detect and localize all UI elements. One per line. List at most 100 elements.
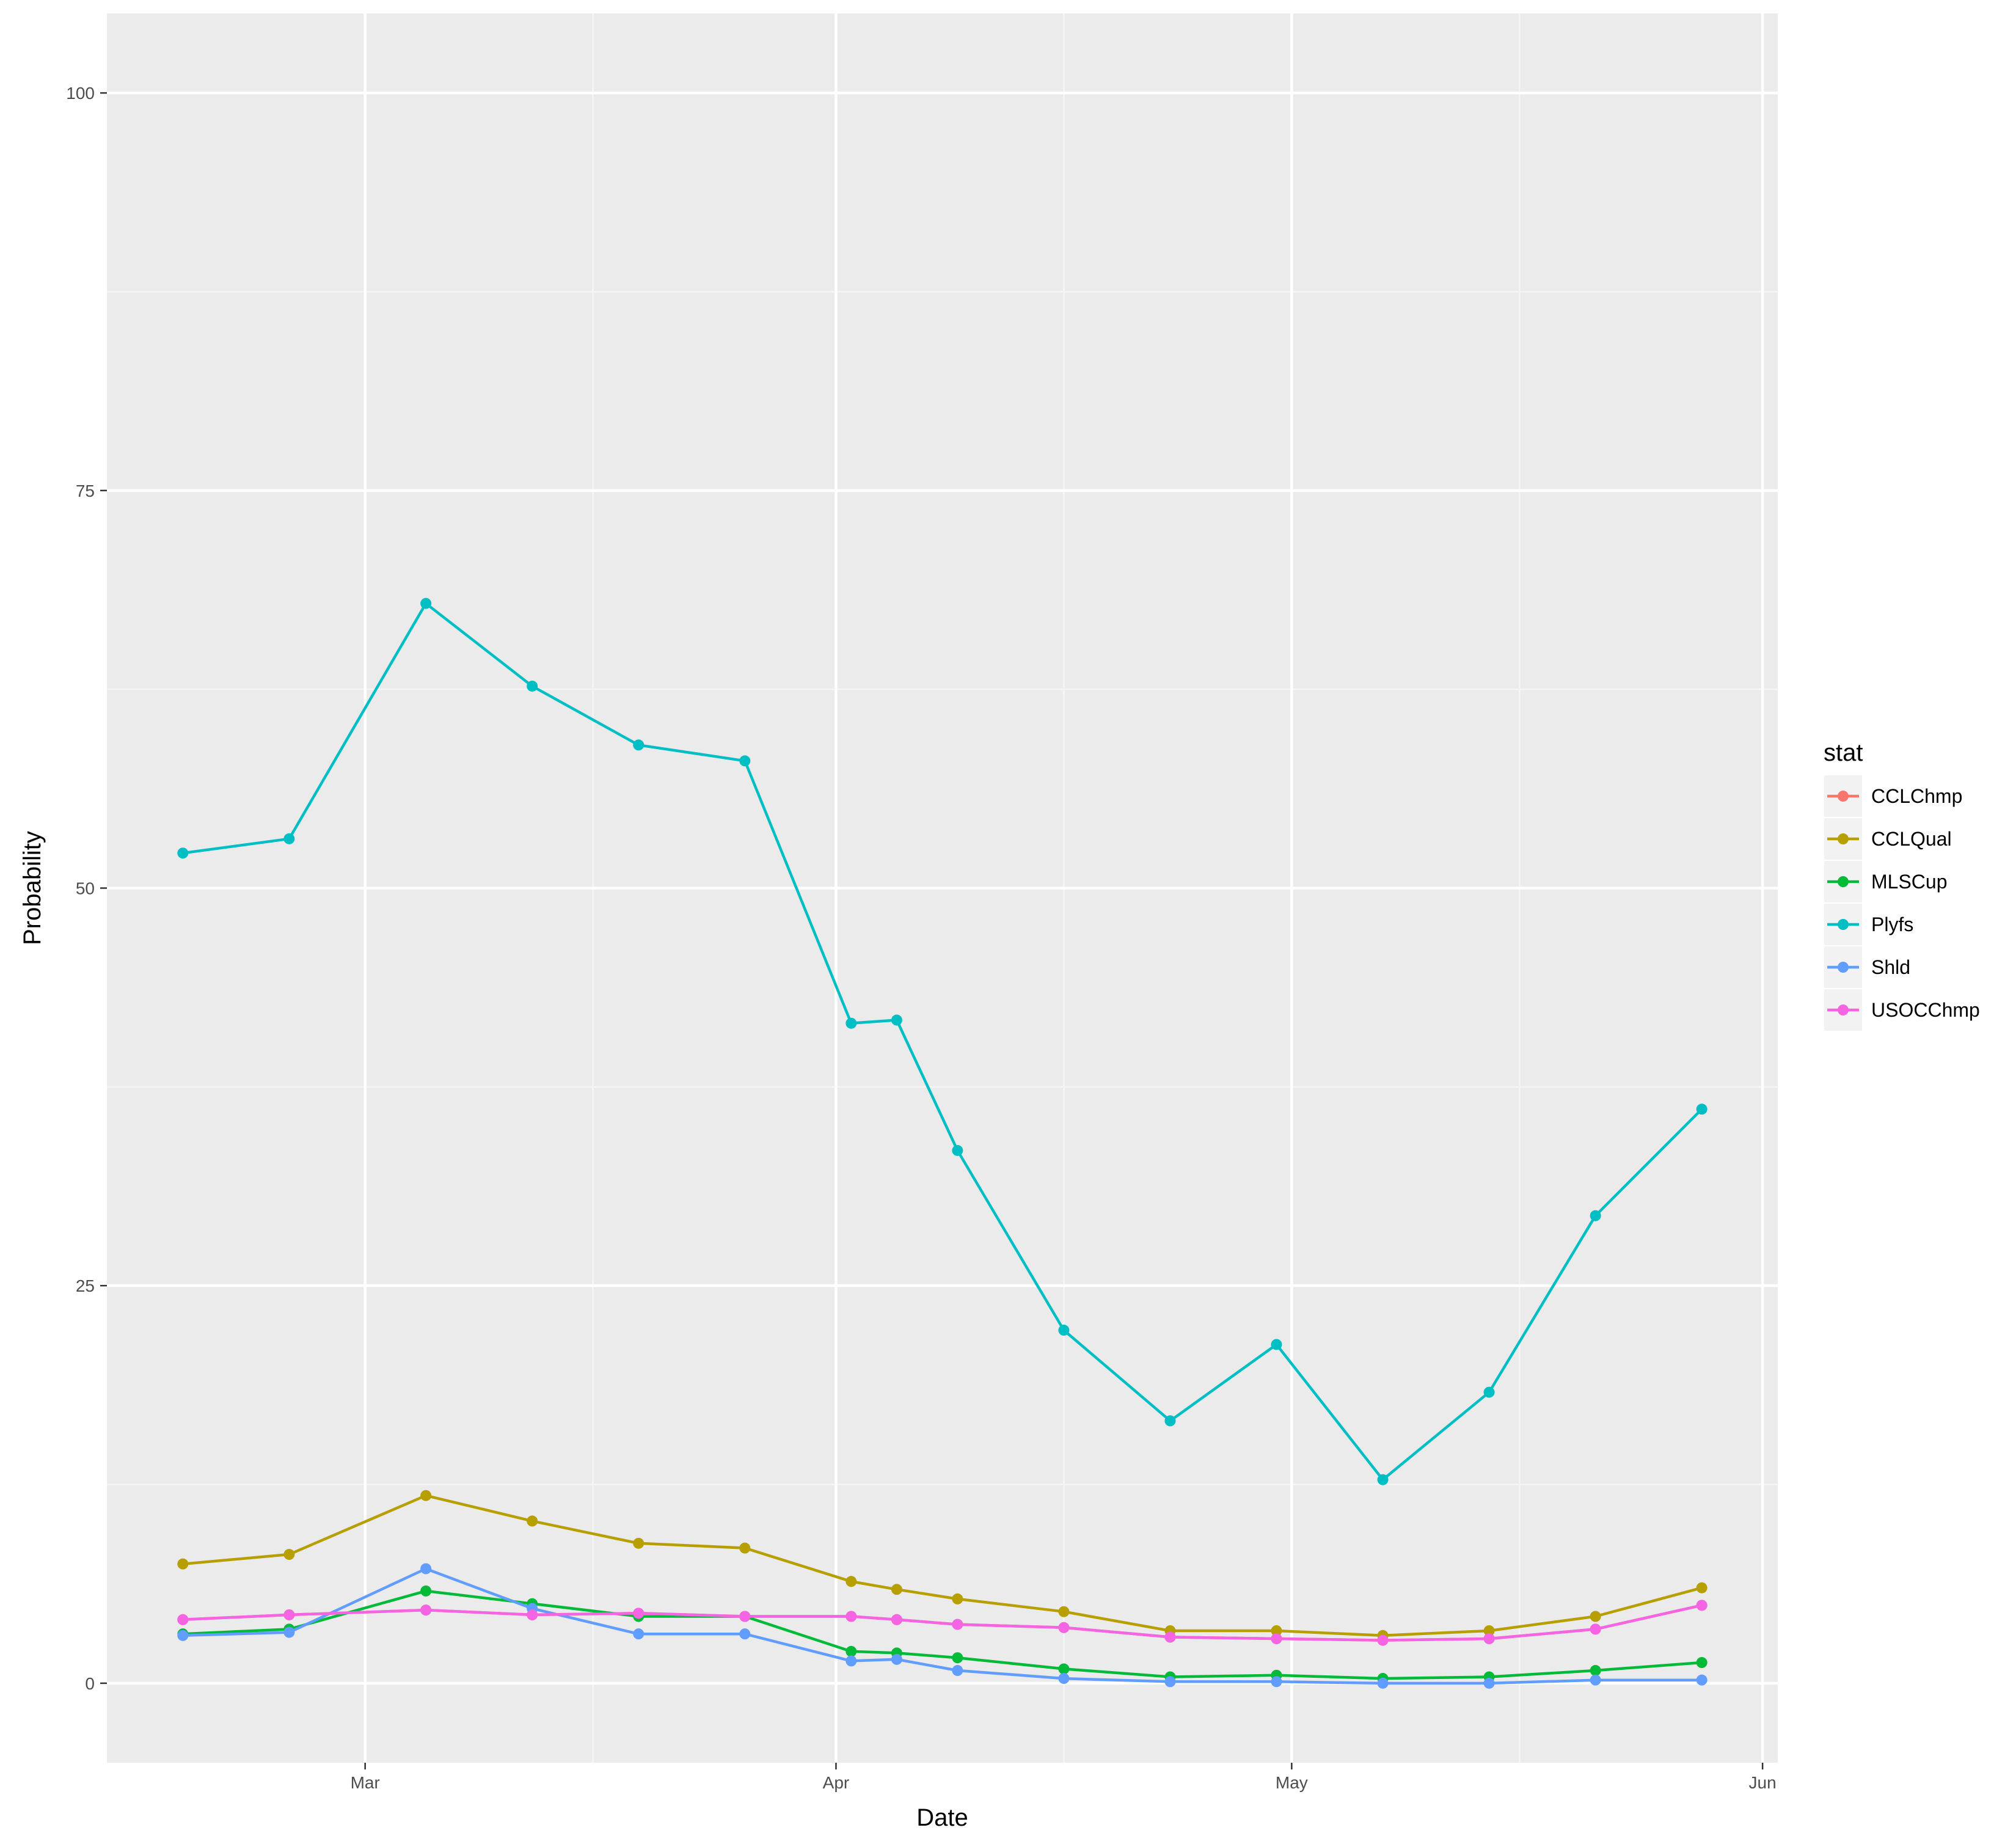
data-point [952,1619,963,1630]
data-point [420,1585,432,1597]
data-point [891,1014,902,1026]
data-point [891,1653,902,1665]
legend-key-point [1838,962,1849,973]
legend-label: CCLQual [1871,828,1952,850]
legend-item: Plyfs [1823,902,1913,946]
x-axis-title: Date [916,1804,968,1831]
data-point [420,1563,432,1575]
data-point [1696,1674,1707,1686]
data-point [1058,1663,1070,1675]
data-point [1271,1625,1282,1636]
legend-item: Shld [1823,945,1910,989]
data-point [420,598,432,609]
data-point [177,1630,189,1641]
data-point [633,1537,645,1549]
data-point [1696,1600,1707,1611]
data-point [739,1611,751,1622]
data-point [177,847,189,859]
y-axis: 0 25 50 75 100 [66,84,107,1693]
data-point [633,1628,645,1640]
legend-key-point [1838,791,1849,802]
data-point [1271,1339,1282,1350]
y-tick-label: 25 [76,1276,95,1295]
data-point [845,1017,857,1029]
legend-key-point [1838,919,1849,930]
series-usocchmp [177,1600,1707,1646]
x-tick-label: Apr [823,1773,850,1792]
major-grid [107,13,1778,1763]
data-point [1590,1611,1601,1622]
data-point [739,1542,751,1554]
legend-item: MLSCup [1823,860,1948,904]
data-point [891,1614,902,1625]
x-tick-label: Mar [351,1773,380,1792]
data-point [283,833,295,844]
data-point [420,1490,432,1501]
series-shld [177,1563,1707,1689]
data-point [739,755,751,767]
data-point [1696,1103,1707,1115]
data-point [845,1655,857,1667]
data-point [527,680,538,692]
data-point [283,1626,295,1638]
data-point [952,1652,963,1664]
data-point [1590,1674,1601,1686]
y-tick-label: 0 [85,1674,95,1693]
data-point [1590,1623,1601,1635]
legend-label: Plyfs [1871,913,1913,935]
data-point [1271,1676,1282,1688]
data-point [1058,1673,1070,1685]
series-plyfs [177,598,1707,1485]
legend: stat CCLChmp CCLQual MLSCup Plyfs Shld USOCCh… [1823,739,1980,1032]
data-point [283,1609,295,1620]
data-point [1377,1634,1389,1646]
data-point [527,1609,538,1620]
data-point [1058,1622,1070,1633]
legend-label: Shld [1871,956,1910,978]
data-point [1483,1386,1495,1398]
data-point [739,1628,751,1640]
data-point [1590,1665,1601,1677]
series-line [183,1494,1703,1637]
legend-key-point [1838,1004,1849,1015]
data-point [527,1515,538,1527]
data-point [1483,1677,1495,1689]
legend-label: MLSCup [1871,871,1948,893]
data-point [952,1665,963,1677]
legend-label: USOCChmp [1871,999,1980,1021]
data-point [633,1608,645,1619]
series-cclqual [177,1490,1707,1641]
data-point [952,1144,963,1156]
y-tick-label: 75 [76,481,95,500]
data-point [420,1604,432,1616]
legend-item: CCLChmp [1823,774,1962,818]
legend-item: CCLQual [1823,817,1952,861]
series-layer [177,598,1707,1689]
legend-label: CCLChmp [1871,785,1962,807]
legend-item: USOCChmp [1823,988,1980,1032]
x-tick-label: Jun [1749,1773,1777,1792]
data-point [633,739,645,751]
data-point [177,1614,189,1625]
series-line [183,602,1703,1481]
y-tick-label: 100 [66,84,95,103]
data-point [1483,1633,1495,1644]
data-point [1058,1606,1070,1617]
data-point [1377,1474,1389,1485]
x-tick-label: May [1276,1773,1308,1792]
legend-title: stat [1824,739,1863,766]
y-tick-label: 50 [76,879,95,898]
data-point [1271,1633,1282,1644]
data-point [1164,1631,1176,1643]
data-point [1164,1676,1176,1688]
legend-key-point [1838,833,1849,844]
data-point [845,1576,857,1587]
data-point [1377,1677,1389,1689]
data-point [1058,1325,1070,1336]
data-point [1696,1582,1707,1593]
data-point [1590,1210,1601,1221]
series-line [183,1604,1703,1642]
data-point [891,1584,902,1595]
data-point [1483,1625,1495,1636]
